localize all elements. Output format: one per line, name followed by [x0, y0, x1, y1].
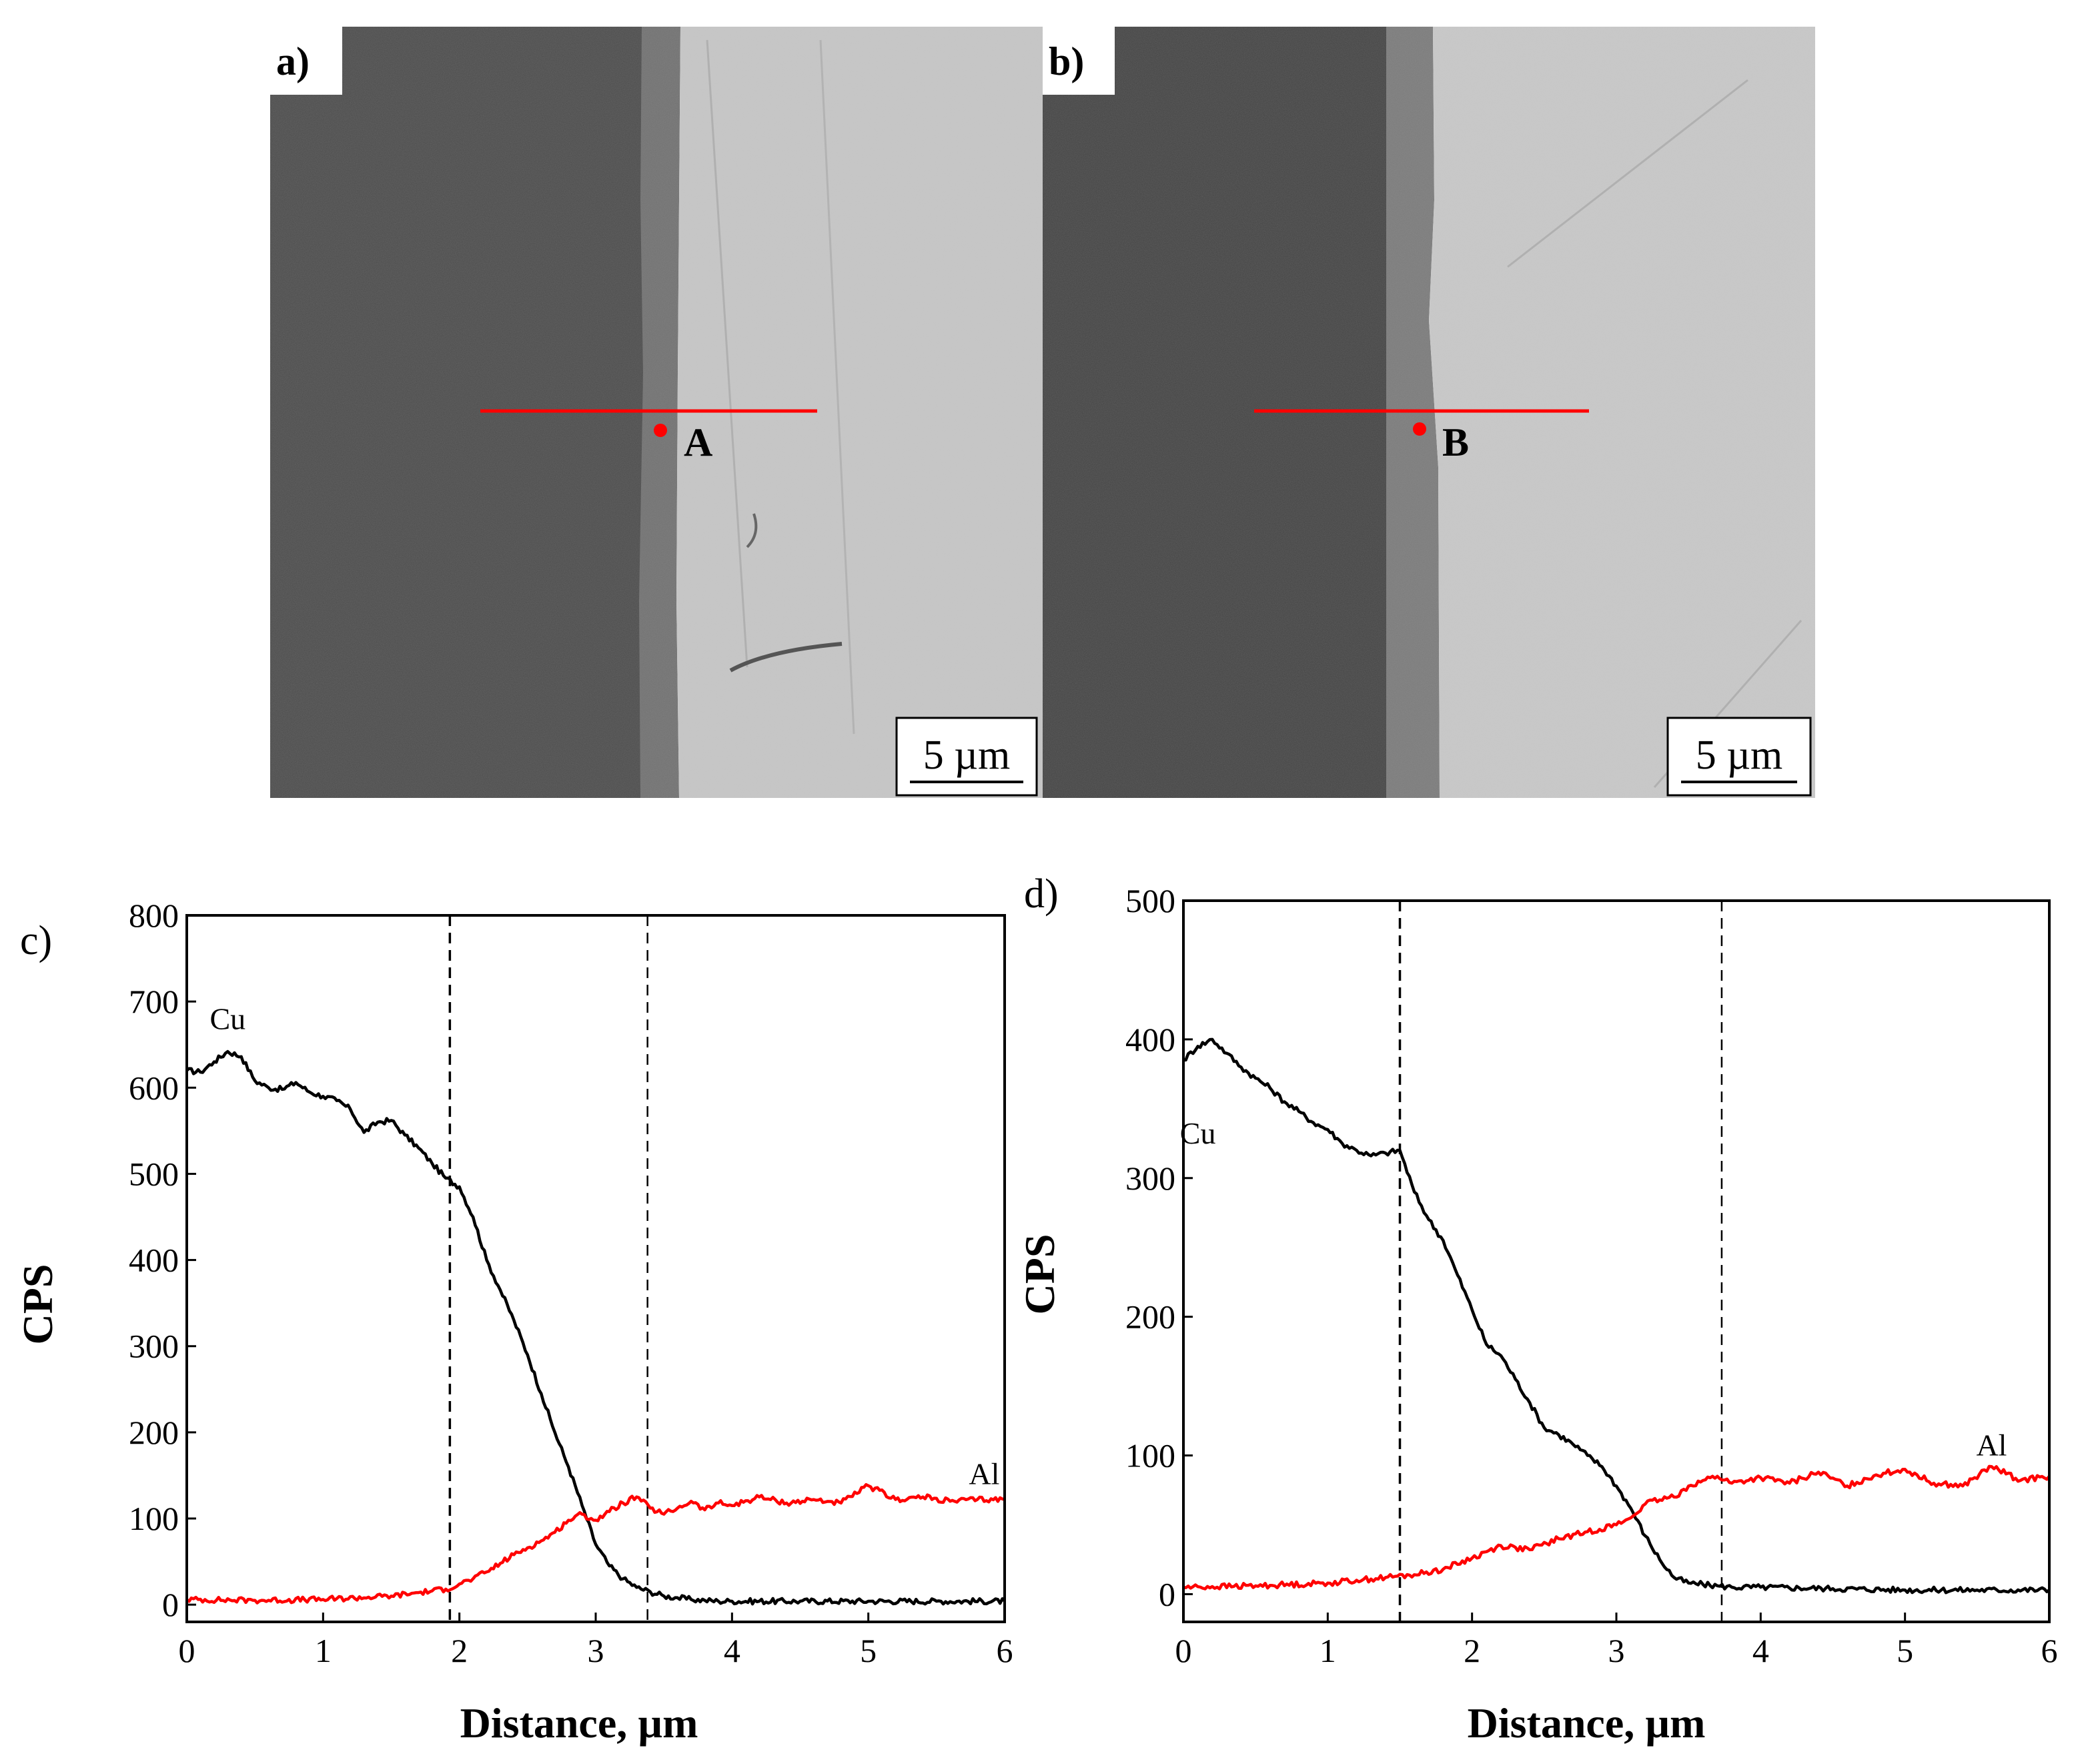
chart-d-y-tick-label: 300: [1125, 1160, 1175, 1197]
micrograph-a-crack: [746, 513, 758, 548]
chart-c-y-tick-label: 300: [129, 1328, 179, 1365]
chart-d-y-tick-label: 200: [1125, 1298, 1175, 1336]
chart-d-y-tick-label: 0: [1159, 1575, 1175, 1613]
chart-d-x-tick-label: 2: [1464, 1632, 1480, 1669]
chart-d-x-tick-label: 5: [1897, 1632, 1913, 1669]
micrograph-b-label: b): [1049, 39, 1084, 83]
chart-c-series: [185, 1049, 1006, 1606]
micrograph-a-scale-text: 5 µm: [923, 733, 1010, 778]
micrograph-b-scale-text: 5 µm: [1696, 733, 1782, 778]
chart-c-y-axis: 0 100 200 300 400 500 600 700 800: [129, 897, 196, 1623]
micrograph-a-label: a): [276, 39, 310, 83]
chart-d-y-axis: 0 100 200 300 400 500: [1125, 882, 1193, 1613]
micrograph-a-label-box: [270, 27, 342, 95]
micrograph-b: [1043, 27, 1815, 798]
chart-c-y-tick-label: 600: [129, 1069, 179, 1106]
chart-c-y-tick-label: 0: [162, 1586, 179, 1623]
chart-c-series-labels: Cu Al: [209, 1001, 999, 1490]
chart-d-y-axis-title: CPS: [1016, 1234, 1063, 1315]
micrograph-b-scale-bar: 5 µm: [1666, 717, 1812, 797]
chart-c-y-tick-label: 500: [129, 1155, 179, 1192]
chart-c-x-tick-label: 1: [315, 1632, 332, 1669]
chart-d-panel-label: d): [1024, 871, 1059, 917]
chart-c-x-tick-label: 0: [179, 1632, 195, 1669]
chart-c-x-tick-label: 3: [588, 1632, 604, 1669]
micrograph-a-scratch: [819, 39, 855, 735]
chart-d-x-tick-label: 4: [1752, 1632, 1769, 1669]
chart-c-vlines: [448, 915, 648, 1622]
chart-c-series-al-line: [185, 1482, 1005, 1605]
chart-d-y-tick-label: 500: [1125, 882, 1175, 919]
chart-c-x-axis: 0 1 2 3 4 5 6: [179, 1613, 1013, 1669]
chart-d-x-tick-label: 1: [1320, 1632, 1336, 1669]
chart-d-series-labels: Cu Al: [1180, 1116, 2007, 1462]
chart-d-y-tick-label: 100: [1125, 1437, 1175, 1474]
micrograph-b-scratch: [1507, 79, 1748, 268]
micrograph-a-point-marker: [654, 424, 667, 437]
chart-c-panel-label: c): [20, 918, 52, 963]
chart-c-x-tick-label: 2: [451, 1632, 468, 1669]
micrograph-a-point-label: A: [684, 420, 712, 464]
chart-c-y-tick-label: 700: [129, 983, 179, 1020]
chart-c-y-axis-title: CPS: [14, 1264, 61, 1345]
chart-c: c) CPS Distance, µm Cu Al 0 1 2 3 4 5 6 0 100 200…: [14, 897, 1013, 1747]
chart-c-y-tick-label: 100: [129, 1500, 179, 1537]
micrograph-a-scale-bar: 5 µm: [895, 717, 1038, 797]
chart-d-y-tick-label: 400: [1125, 1021, 1175, 1058]
micrograph-a-crack: [729, 642, 843, 673]
chart-c-y-tick-label: 800: [129, 897, 179, 934]
chart-c-series-label-al: Al: [969, 1456, 999, 1490]
chart-c-y-tick-label: 200: [129, 1414, 179, 1451]
micrograph-b-point-label: B: [1442, 420, 1469, 464]
micrograph-a: [270, 27, 1043, 798]
chart-c-series-label-cu: Cu: [209, 1001, 245, 1035]
micrograph-b-point-marker: [1413, 422, 1426, 436]
chart-d-x-tick-label: 6: [2041, 1632, 2058, 1669]
chart-d-plot-frame: [1182, 899, 2051, 1623]
chart-d-x-tick-label: 0: [1175, 1632, 1192, 1669]
chart-d-series-label-al: Al: [1976, 1428, 2007, 1462]
chart-c-x-tick-label: 5: [860, 1632, 877, 1669]
chart-c-plot-frame: [185, 914, 1006, 1623]
chart-d-vlines: [1398, 901, 1723, 1622]
micrograph-b-label-box: [1043, 27, 1115, 95]
chart-c-x-axis-title: Distance, µm: [460, 1699, 698, 1747]
chart-d-series-label-cu: Cu: [1180, 1116, 1216, 1150]
chart-c-y-tick-label: 400: [129, 1242, 179, 1279]
chart-d-series-al-line: [1183, 1464, 2051, 1591]
micrograph-a-scratch: [706, 39, 748, 668]
chart-d-x-axis: 0 1 2 3 4 5 6: [1175, 1613, 2058, 1669]
chart-d-x-axis-title: Distance, µm: [1468, 1699, 1706, 1747]
chart-d-series-cu-line: [1183, 1037, 2051, 1595]
chart-d-series: [1183, 1037, 2051, 1595]
chart-c-series-cu-line: [185, 1049, 1006, 1606]
chart-c-x-tick-label: 6: [997, 1632, 1013, 1669]
chart-d: d) CPS Distance, µm Cu Al 0 1 2 3 4 5 6 0 100 200…: [1016, 871, 2058, 1747]
chart-c-x-tick-label: 4: [724, 1632, 740, 1669]
chart-d-x-tick-label: 3: [1608, 1632, 1625, 1669]
